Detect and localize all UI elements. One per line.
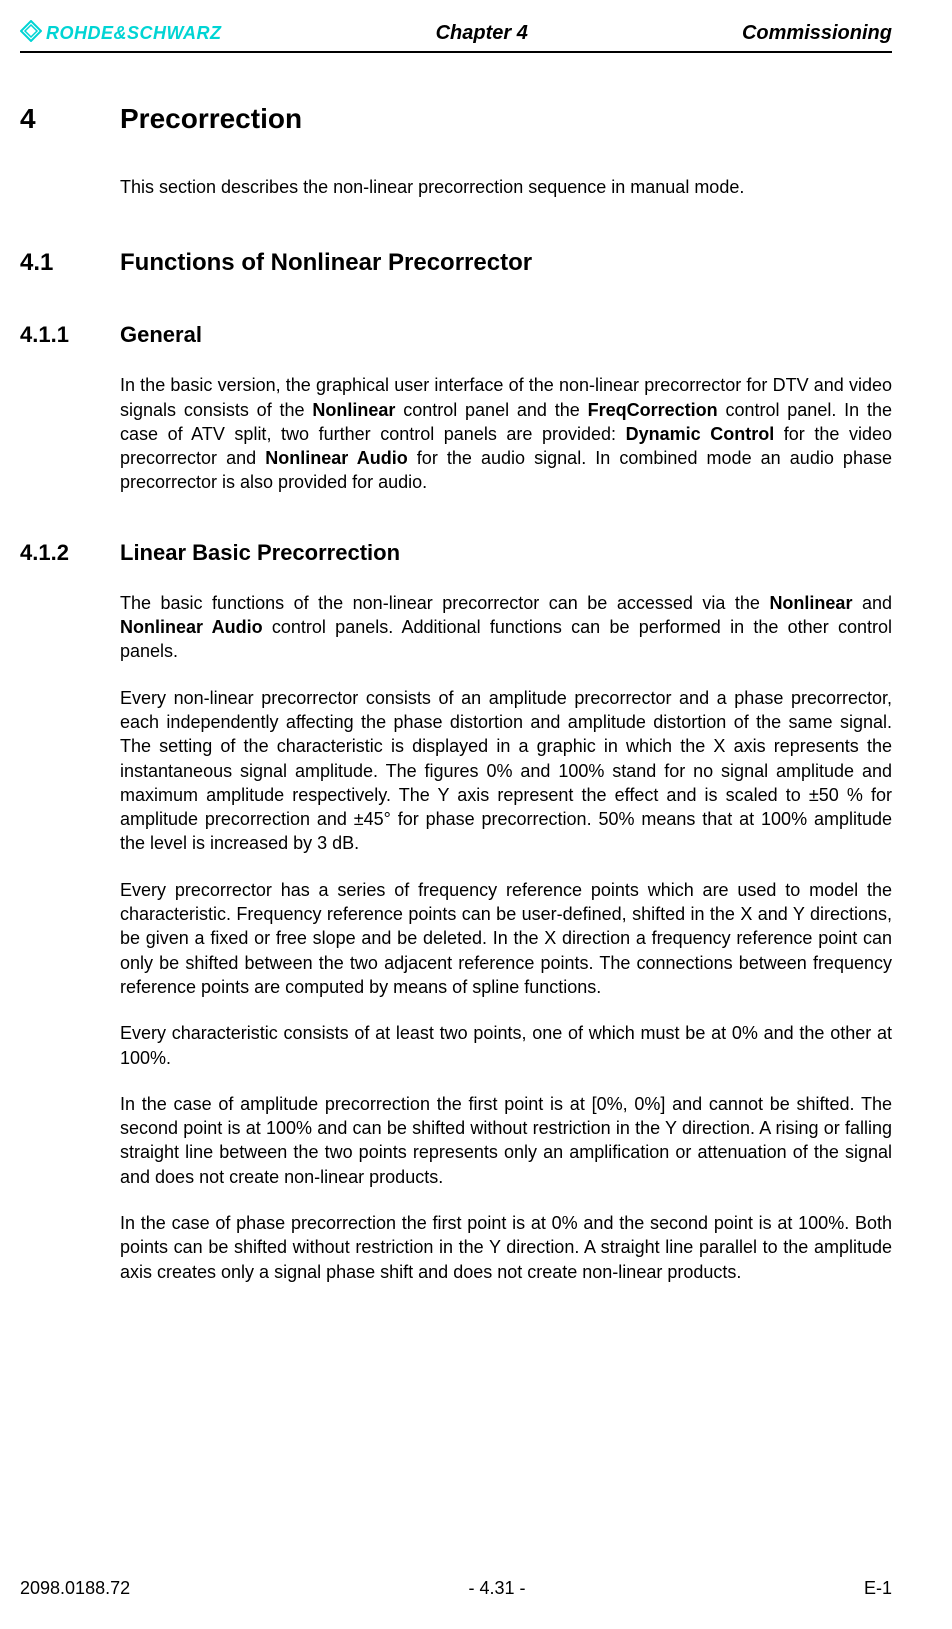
bold-nonlinear: Nonlinear — [312, 400, 395, 420]
bold-nonlinear-audio: Nonlinear Audio — [265, 448, 407, 468]
chapter-label: Chapter 4 — [436, 22, 528, 45]
brand-logo: ROHDE&SCHWARZ — [20, 20, 222, 47]
bold-nonlinear-audio: Nonlinear Audio — [120, 617, 263, 637]
text-fragment: The basic functions of the non-linear pr… — [120, 593, 769, 613]
heading-4-1-num: 4.1 — [20, 249, 120, 277]
heading-4-1-2-num: 4.1.2 — [20, 540, 120, 566]
section-4-1-2-p1: The basic functions of the non-linear pr… — [120, 591, 892, 664]
section-4-1-2-p3: Every precorrector has a series of frequ… — [120, 878, 892, 999]
heading-4-title: Precorrection — [120, 103, 302, 135]
page-footer: 2098.0188.72 - 4.31 - E-1 — [20, 1578, 892, 1599]
footer-center: - 4.31 - — [469, 1578, 526, 1599]
heading-4: 4 Precorrection — [20, 103, 892, 135]
footer-right: E-1 — [864, 1578, 892, 1599]
logo-diamond-icon — [20, 20, 42, 47]
heading-4-1-2-title: Linear Basic Precorrection — [120, 540, 400, 566]
heading-4-1-1: 4.1.1 General — [20, 322, 892, 348]
heading-4-1-2: 4.1.2 Linear Basic Precorrection — [20, 540, 892, 566]
heading-4-1: 4.1 Functions of Nonlinear Precorrector — [20, 249, 892, 277]
page-header: ROHDE&SCHWARZ Chapter 4 Commissioning — [20, 20, 892, 53]
heading-4-1-1-num: 4.1.1 — [20, 322, 120, 348]
bold-freqcorrection: FreqCorrection — [588, 400, 718, 420]
section-4-intro: This section describes the non-linear pr… — [120, 175, 892, 199]
text-fragment: control panel and the — [395, 400, 587, 420]
heading-4-1-title: Functions of Nonlinear Precorrector — [120, 249, 532, 277]
section-4-1-2-p6: In the case of phase precorrection the f… — [120, 1211, 892, 1284]
heading-4-1-1-title: General — [120, 322, 202, 348]
bold-dynamic-control: Dynamic Control — [626, 424, 775, 444]
logo-text: ROHDE&SCHWARZ — [46, 23, 222, 44]
section-4-1-2-p5: In the case of amplitude precorrection t… — [120, 1092, 892, 1189]
heading-4-num: 4 — [20, 103, 120, 135]
text-fragment: and — [852, 593, 892, 613]
section-4-1-2-p2: Every non-linear precorrector consists o… — [120, 686, 892, 856]
footer-left: 2098.0188.72 — [20, 1578, 130, 1599]
section-4-1-2-p4: Every characteristic consists of at leas… — [120, 1021, 892, 1070]
bold-nonlinear: Nonlinear — [769, 593, 852, 613]
section-4-1-1-p1: In the basic version, the graphical user… — [120, 373, 892, 494]
section-label: Commissioning — [742, 22, 892, 45]
